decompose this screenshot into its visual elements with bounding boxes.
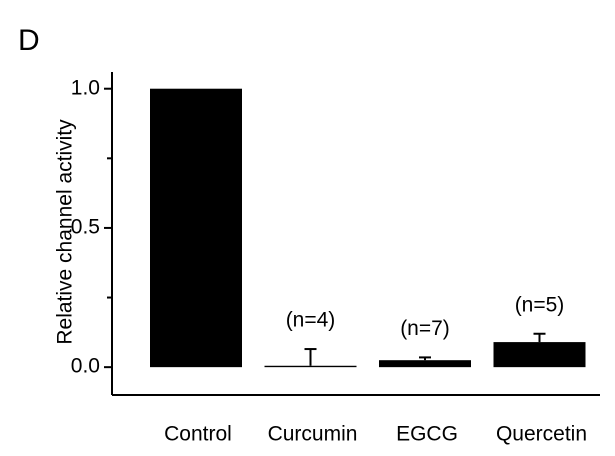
bar <box>493 342 586 368</box>
x-tick-label: Quercetin <box>496 423 587 446</box>
x-tick-label: Control <box>164 423 232 446</box>
annotation: (n=5) <box>515 293 565 316</box>
annotation: (n=4) <box>286 309 336 332</box>
x-tick-label: EGCG <box>396 423 458 446</box>
bar <box>264 365 357 368</box>
x-tick-label: Curcumin <box>268 423 358 446</box>
y-tick-label: 0.5 <box>71 215 100 238</box>
bar <box>379 360 471 368</box>
bar <box>150 88 242 368</box>
y-tick-label: 0.0 <box>71 355 100 378</box>
y-tick-label: 1.0 <box>71 76 100 99</box>
annotation: (n=7) <box>400 317 450 340</box>
panel-label: D <box>18 24 40 57</box>
y-axis-label: Relative channel activity <box>54 119 77 345</box>
